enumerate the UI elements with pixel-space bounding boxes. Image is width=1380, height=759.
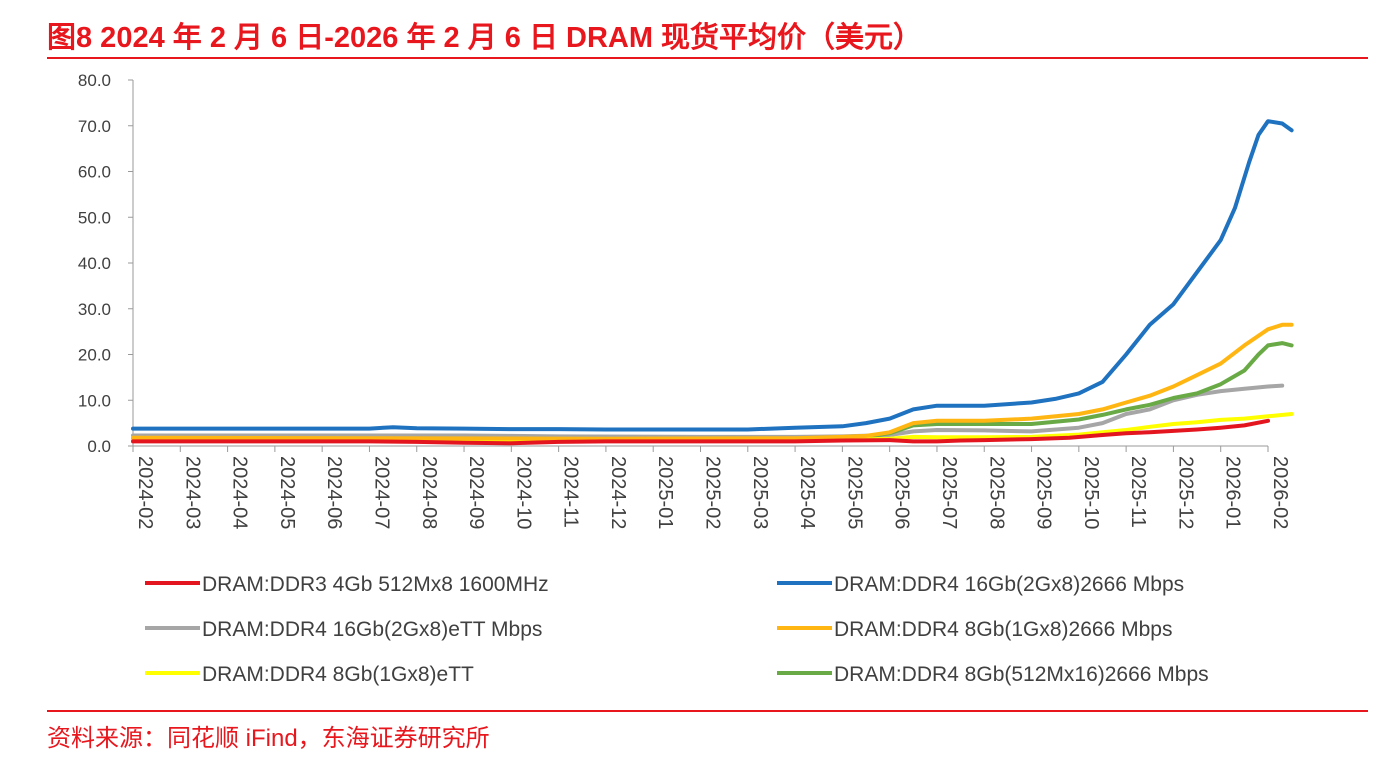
x-tick-label: 2025-07: [938, 456, 960, 529]
x-tick-label: 2024-04: [229, 456, 251, 529]
series-line-2: [131, 383, 1285, 439]
chart-axes: 0.0 10.0 20.0 30.0 40.0 50.0 60.0 70.0 80.0 2024-…: [78, 71, 1291, 529]
x-tick-label: 2026-01: [1222, 456, 1244, 529]
x-tick-label: 2024-05: [276, 456, 298, 529]
x-tick-label: 2024-06: [323, 456, 345, 529]
legend-label-2: DRAM:DDR4 16Gb(2Gx8)eTT Mbps: [202, 618, 542, 641]
series-line-0: [131, 418, 1270, 446]
legend-label-0: DRAM:DDR3 4Gb 512Mx8 1600MHz: [202, 573, 549, 596]
y-tick-label: 0.0: [87, 437, 111, 456]
footer-divider: [47, 710, 1368, 712]
legend-label-4: DRAM:DDR4 8Gb(1Gx8)eTT: [202, 663, 474, 686]
x-tick-label: 2024-12: [607, 456, 629, 529]
legend-label-1: DRAM:DDR4 16Gb(2Gx8)2666 Mbps: [834, 573, 1184, 596]
x-tick-label: 2024-08: [418, 456, 440, 529]
y-tick-label: 80.0: [78, 71, 111, 90]
series-line-1: [131, 119, 1294, 432]
x-tick-label: 2025-12: [1174, 456, 1196, 529]
x-tick-label: 2025-05: [843, 456, 865, 529]
x-tick-label: 2024-11: [560, 456, 582, 528]
source-note: 资料来源：同花顺 iFind，东海证券研究所: [47, 725, 490, 752]
x-tick-label: 2025-04: [796, 456, 818, 529]
x-tick-label: 2024-03: [181, 456, 203, 529]
legend-label-3: DRAM:DDR4 8Gb(1Gx8)2666 Mbps: [834, 618, 1172, 641]
x-tick-label: 2026-02: [1269, 456, 1291, 529]
y-tick-label: 50.0: [78, 208, 111, 227]
x-tick-label: 2024-07: [370, 456, 392, 529]
x-tick-label: 2025-03: [749, 456, 771, 529]
line-chart: 0.0 10.0 20.0 30.0 40.0 50.0 60.0 70.0 80.0 2024-…: [78, 71, 1294, 686]
title-divider: [47, 57, 1368, 59]
y-tick-label: 40.0: [78, 254, 111, 273]
x-tick-label: 2024-09: [465, 456, 487, 529]
x-tick-label: 2025-02: [702, 456, 724, 529]
x-tick-label: 2024-10: [512, 456, 534, 529]
y-tick-label: 10.0: [78, 391, 111, 410]
series-line-5: [131, 341, 1294, 442]
x-tick-label: 2025-09: [1033, 456, 1055, 529]
x-tick-label: 2025-08: [985, 456, 1007, 529]
legend-label-5: DRAM:DDR4 8Gb(512Mx16)2666 Mbps: [834, 663, 1209, 686]
x-tick-label: 2025-06: [891, 456, 913, 529]
y-tick-label: 20.0: [78, 346, 111, 365]
y-tick-label: 30.0: [78, 300, 111, 319]
x-tick-label: 2025-01: [654, 456, 676, 529]
y-tick-label: 60.0: [78, 163, 111, 182]
series-line-3: [131, 322, 1294, 441]
chart-series: [131, 119, 1294, 446]
y-tick-label: 70.0: [78, 117, 111, 136]
x-tick-label: 2025-10: [1080, 456, 1102, 529]
chart-legend: DRAM:DDR3 4Gb 512Mx8 1600MHz DRAM:DDR4 16…: [145, 573, 1209, 686]
x-tick-label: 2025-11: [1127, 456, 1149, 528]
chart-title: 图8 2024 年 2 月 6 日-2026 年 2 月 6 日 DRAM 现货…: [47, 22, 923, 54]
x-tick-label: 2024-02: [134, 456, 156, 529]
